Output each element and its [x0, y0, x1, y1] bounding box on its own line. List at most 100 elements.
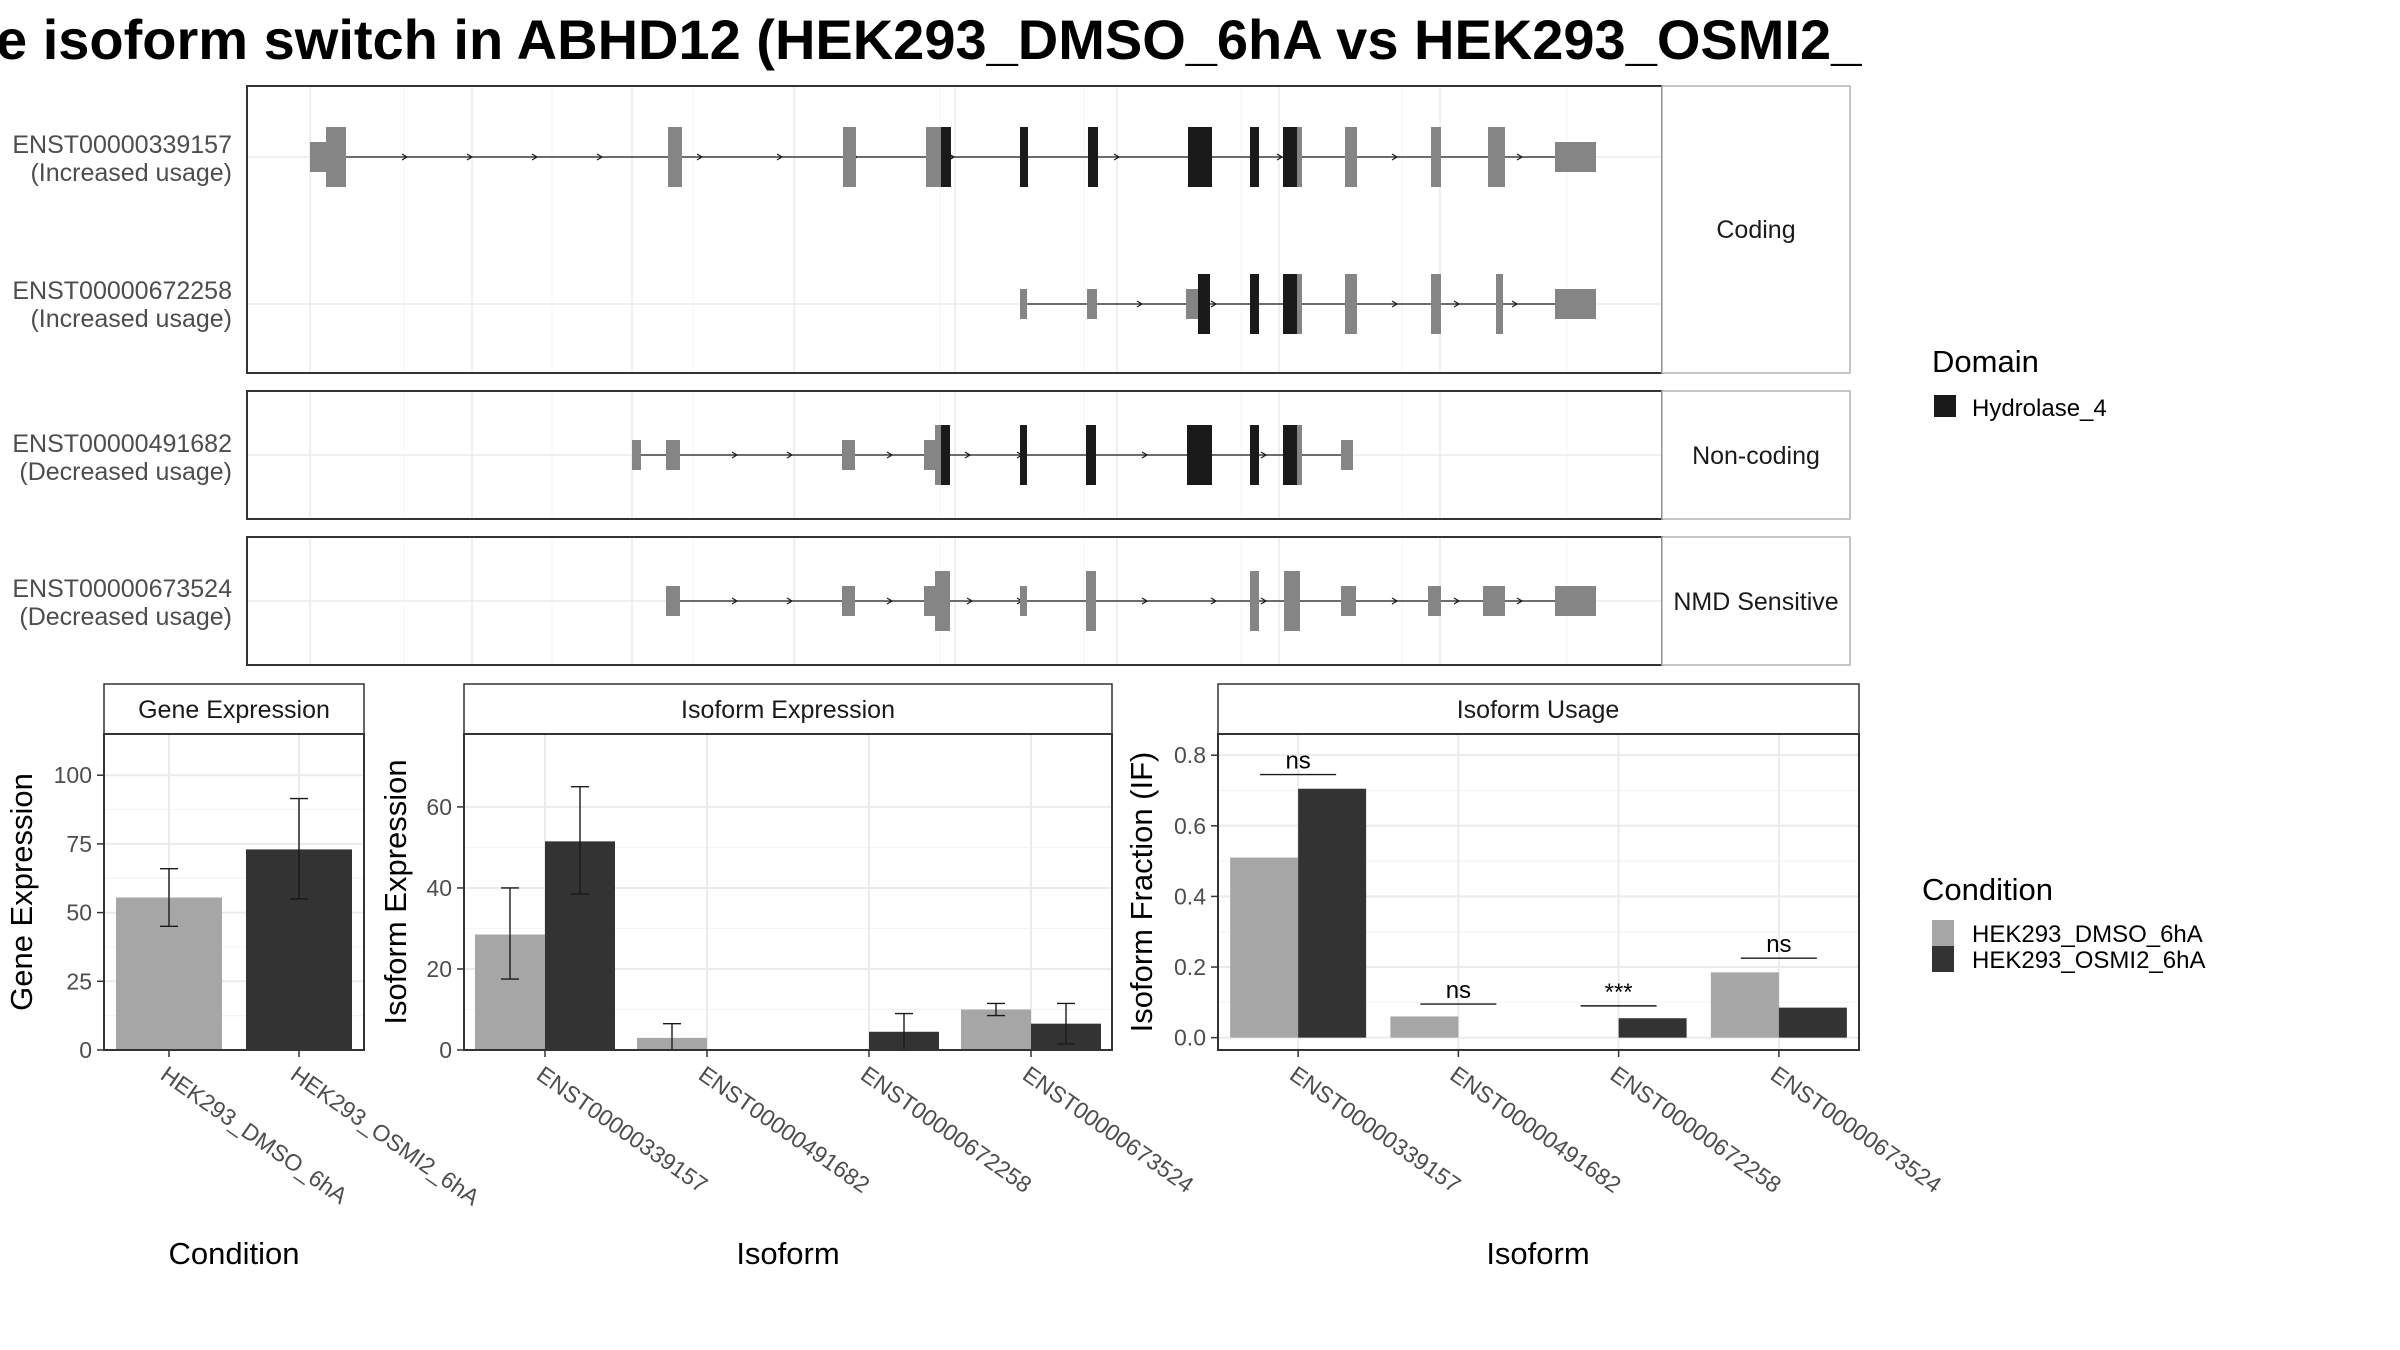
y-tick-label: 75: [66, 831, 92, 857]
utr-exon: [1086, 571, 1096, 631]
domain-exon: [941, 127, 951, 187]
utr-exon: [1297, 127, 1302, 187]
strand-arrow: [696, 153, 704, 161]
transcript-ENST00000672258: [1020, 274, 1596, 334]
utr-exon: [668, 127, 682, 187]
y-tick-label: 0.2: [1174, 954, 1206, 980]
domain-exon: [1283, 425, 1297, 485]
utr-exon: [843, 127, 856, 187]
x-tick-label: ENST00000339157: [1285, 1061, 1465, 1198]
utr-exon: [842, 586, 855, 616]
strand-arrow: [1453, 597, 1461, 605]
strand-arrow: [886, 451, 894, 459]
strand-arrow: [466, 153, 474, 161]
y-tick-label: 60: [426, 794, 452, 820]
utr-exon: [1250, 571, 1259, 631]
plot-border: [1217, 733, 1860, 1051]
strand-arrow: [1453, 300, 1461, 308]
strand-arrow: [1516, 597, 1524, 605]
y-axis-title: Isoform Expression: [378, 759, 413, 1024]
strand-arrow: [531, 153, 539, 161]
x-tick-label: ENST00000491682: [694, 1061, 874, 1198]
isoform-usage-strip: [1217, 683, 1860, 735]
utr-exon: [1555, 142, 1596, 172]
transcript-ENST00000673524: [666, 571, 1596, 631]
domain-exon: [1020, 127, 1028, 187]
gene-expression-chart: Gene Expression 0255075100HEK293_DMSO_6h…: [4, 683, 485, 1271]
utr-exon: [1345, 274, 1357, 334]
utr-exon: [1555, 586, 1596, 616]
gene-expression-strip: [103, 683, 365, 735]
significance-label: ns: [1285, 748, 1310, 775]
strand-arrow: [1391, 153, 1399, 161]
y-axis-title: Isoform Fraction (IF): [1124, 752, 1159, 1033]
utr-exon: [1496, 274, 1503, 334]
utr-exon: [666, 586, 680, 616]
domain-exon: [1198, 274, 1210, 334]
strand-arrow: [786, 451, 794, 459]
chart-marks: [475, 785, 1101, 1051]
domain-exon: [1250, 274, 1259, 334]
strand-arrow: [786, 597, 794, 605]
utr-exon: [1488, 127, 1505, 187]
utr-exon: [1020, 289, 1027, 319]
domain-exon: [1020, 425, 1027, 485]
utr-exon: [1186, 289, 1198, 319]
bar: [1298, 788, 1367, 1038]
strand-arrow: [1511, 300, 1519, 308]
x-tick-label: ENST00000339157: [532, 1061, 712, 1198]
utr-exon: [924, 586, 935, 616]
strand-arrow: [1210, 597, 1218, 605]
strand-arrow: [964, 451, 972, 459]
transcript-usage-label: (Increased usage): [30, 159, 232, 187]
x-axis-title: Isoform: [1486, 1236, 1589, 1271]
domain-exon: [1283, 274, 1297, 334]
strand-arrow: [1260, 597, 1268, 605]
strand-arrow: [731, 451, 739, 459]
utr-exon: [1483, 586, 1505, 616]
utr-exon: [1297, 425, 1302, 485]
isoform-expression-strip: [463, 683, 1113, 735]
transcript-id-label: ENST00000673524: [12, 575, 232, 603]
title-clip-mask: [1862, 0, 2400, 78]
utr-exon: [1341, 586, 1356, 616]
utr-exon: [326, 127, 346, 187]
coding-strip: [1661, 85, 1851, 374]
y-tick-label: 0.0: [1174, 1025, 1206, 1051]
condition-legend-label: HEK293_DMSO_6hA: [1972, 921, 2203, 948]
domain-exon: [941, 425, 950, 485]
bar: [1230, 857, 1299, 1038]
strand-arrow: [1391, 300, 1399, 308]
utr-exon: [926, 127, 941, 187]
domain-exon: [1086, 425, 1096, 485]
strand-arrow: [886, 597, 894, 605]
utr-exon: [1020, 586, 1027, 616]
x-tick-label: ENST00000491682: [1446, 1061, 1626, 1198]
domain-legend-title: Domain: [1932, 344, 2039, 379]
utr-exon: [1555, 289, 1596, 319]
y-tick-label: 0.4: [1174, 883, 1206, 909]
utr-exon: [1297, 274, 1302, 334]
domain-exon: [1283, 127, 1297, 187]
strand-arrow: [401, 153, 409, 161]
strand-arrow: [1141, 451, 1149, 459]
isoform-expression-chart: Isoform Expression 0 20 40 60 ENST0000033915…: [378, 683, 1199, 1271]
x-axis-title: Condition: [169, 1236, 300, 1271]
y-axis-title: Gene Expression: [4, 773, 39, 1011]
chart-marks: [116, 797, 352, 1050]
strand-arrow: [1210, 300, 1218, 308]
domain-exon: [1088, 127, 1098, 187]
utr-exon: [1431, 127, 1441, 187]
y-tick-label: 100: [54, 762, 92, 788]
condition-legend-key: [1932, 946, 1954, 972]
strand-arrow: [776, 153, 784, 161]
strand-arrow: [1136, 300, 1144, 308]
domain-legend-label: Hydrolase_4: [1972, 395, 2107, 422]
utr-exon: [632, 440, 641, 470]
strand-arrow: [1391, 597, 1399, 605]
transcript-ENST00000491682: [632, 425, 1353, 485]
significance-label: ***: [1605, 979, 1633, 1006]
transcript-gridlines: [247, 86, 1662, 665]
bar: [1390, 1016, 1459, 1038]
